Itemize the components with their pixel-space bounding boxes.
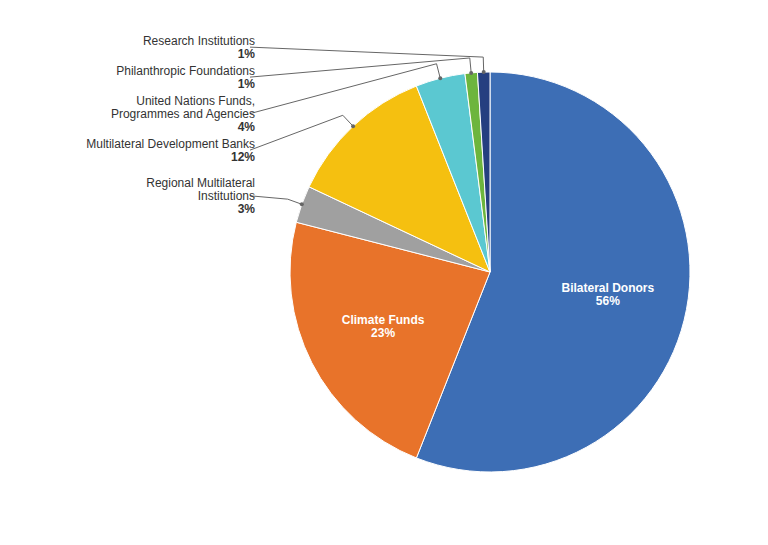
slice-label-line: Multilateral Development Banks — [86, 137, 255, 151]
pie — [290, 72, 690, 472]
slice-label: United Nations Funds,Programmes and Agen… — [111, 94, 255, 121]
slice-label-line: Research Institutions — [143, 34, 255, 48]
leader-dot — [469, 71, 473, 75]
leader-dot — [300, 202, 304, 206]
slice-label: Regional MultilateralInstitutions — [146, 176, 255, 203]
value-label: 4% — [238, 120, 256, 134]
leader-line — [250, 115, 353, 150]
leader-dot — [482, 70, 486, 74]
slice-label: Climate Funds — [342, 313, 425, 327]
slice-label: Bilateral Donors — [562, 281, 655, 295]
leader-dot — [351, 124, 355, 128]
leader-dot — [438, 76, 442, 80]
slice-label-line: Climate Funds — [342, 313, 425, 327]
slice-label: Research Institutions — [143, 34, 255, 48]
slice-label-line: Programmes and Agencies — [111, 107, 255, 121]
slice-label-line: Philanthropic Foundations — [116, 64, 255, 78]
value-label: 3% — [238, 202, 256, 216]
slice-label-line: Bilateral Donors — [562, 281, 655, 295]
value-label: 1% — [238, 77, 256, 91]
slice-label: Multilateral Development Banks — [86, 137, 255, 151]
slice-label-line: Regional Multilateral — [146, 176, 255, 190]
value-label: 23% — [371, 326, 395, 340]
value-label: 12% — [231, 150, 255, 164]
value-label: 1% — [238, 47, 256, 61]
value-label: 56% — [596, 294, 620, 308]
slice — [477, 72, 490, 272]
slice-label: Philanthropic Foundations — [116, 64, 255, 78]
leader-line — [250, 64, 440, 114]
slice — [465, 72, 490, 272]
labels: Bilateral Donors56% Climate Funds23% Resea… — [86, 34, 654, 340]
slice-label-line: Institutions — [198, 189, 255, 203]
leader-line — [250, 196, 302, 204]
chart: Bilateral Donors56% Climate Funds23% Resea… — [0, 0, 768, 545]
slice-label-line: United Nations Funds, — [136, 94, 255, 108]
